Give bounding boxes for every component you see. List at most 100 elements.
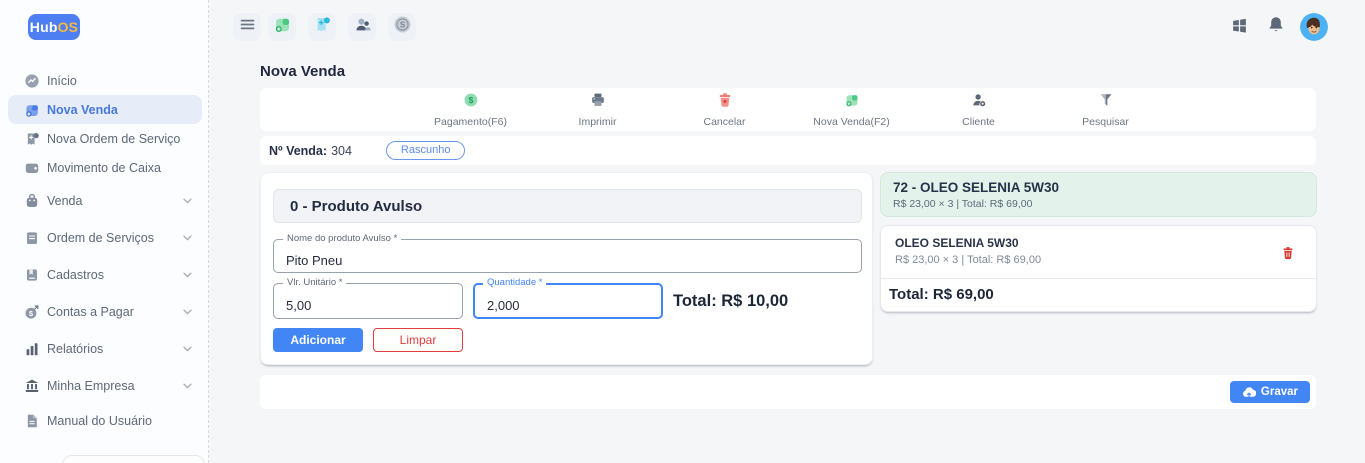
bag-plus-icon	[24, 102, 40, 118]
action-cancelar[interactable]: Cancelar	[661, 92, 788, 128]
cart-items-card: OLEO SELENIA 5W30 R$ 23,00 × 3 | Total: …	[880, 225, 1317, 312]
sidebar-item-label: Contas a Pagar	[47, 304, 134, 319]
apps-icon	[1231, 17, 1248, 39]
save-button[interactable]: Gravar	[1229, 381, 1310, 403]
line-total-text: Total: R$ 10,00	[673, 291, 789, 310]
sidebar-item-label: Ordem de Serviços	[47, 230, 154, 245]
sidebar-item-label: Nova Ordem de Serviço	[47, 131, 181, 146]
delete-item-button[interactable]	[1280, 245, 1296, 261]
sidebar-item-cadastros[interactable]: Cadastros	[8, 256, 202, 293]
selected-product-card: 72 - OLEO SELENIA 5W30 R$ 23,00 × 3 | To…	[880, 172, 1317, 217]
action-label: Pesquisar	[1082, 115, 1129, 128]
sidebar-item-movimento-de-caixa[interactable]: Movimento de Caixa	[8, 153, 202, 182]
logo-text-hub: Hub	[29, 19, 58, 35]
action-label: Pagamento(F6)	[434, 115, 507, 128]
action-pagamento[interactable]: $ Pagamento(F6)	[407, 92, 534, 128]
svg-text:S: S	[399, 20, 405, 29]
bag-plus-icon	[844, 92, 860, 113]
sidebar-item-label: Movimento de Caixa	[47, 160, 161, 175]
sidebar-item-ordem-de-servicos[interactable]: Ordem de Serviços	[8, 219, 202, 256]
action-label: Nova Venda(F2)	[813, 115, 890, 128]
apps-button[interactable]	[1230, 17, 1248, 39]
sidebar-item-nova-ordem-de-servico[interactable]: Nova Ordem de Serviço	[8, 124, 202, 153]
sidebar-item-inicio[interactable]: Início	[8, 66, 202, 95]
sidebar-item-label: Início	[47, 73, 77, 88]
customers-icon	[353, 15, 372, 39]
sidebar-item-label: Cadastros	[47, 267, 104, 282]
action-label: Cancelar	[703, 115, 746, 128]
printer-icon	[590, 92, 606, 113]
chevron-down-icon	[183, 198, 192, 204]
coin-dollar-icon: $	[24, 304, 40, 320]
product-name-label: Nome do produto Avulso *	[283, 233, 402, 244]
sidebar-bottom-card	[62, 455, 205, 463]
hubos-logo[interactable]: Hub OS	[28, 14, 80, 40]
menu-button[interactable]	[233, 13, 261, 41]
status-badge: Rascunho	[385, 141, 466, 160]
action-nova-venda[interactable]: Nova Venda(F2)	[788, 92, 915, 128]
unit-price-field-wrap: Vlr. Unitário *	[273, 277, 463, 319]
notifications-button[interactable]	[1267, 15, 1285, 40]
footer-bar: Gravar	[260, 375, 1316, 409]
new-service-order-shortcut-button[interactable]	[308, 13, 336, 41]
dollar-coin-icon: $	[463, 92, 479, 113]
action-cliente[interactable]: Cliente	[915, 92, 1042, 128]
chevron-down-icon	[183, 383, 192, 389]
sidebar-item-relatorios[interactable]: Relatórios	[8, 330, 202, 367]
cash-shortcut-button[interactable]: S	[388, 13, 416, 41]
cash-coin-icon: S	[393, 15, 412, 39]
product-name-input[interactable]	[273, 239, 862, 273]
book-icon	[24, 267, 40, 283]
menu-icon	[239, 16, 256, 38]
cart-item-detail: R$ 23,00 × 3 | Total: R$ 69,00	[895, 254, 1042, 266]
unit-price-label: Vlr. Unitário *	[283, 277, 347, 288]
action-toolbar: $ Pagamento(F6) Imprimir Cancelar Nova V…	[260, 88, 1316, 131]
sidebar-item-manual-do-usuario[interactable]: Manual do Usuário	[8, 404, 202, 438]
sidebar-item-label: Minha Empresa	[47, 378, 135, 393]
customers-shortcut-button[interactable]	[348, 13, 376, 41]
sidebar-item-minha-empresa[interactable]: Minha Empresa	[8, 367, 202, 404]
sidebar-item-label: Nova Venda	[47, 102, 118, 117]
svg-text:$: $	[468, 95, 473, 105]
bell-icon	[1267, 15, 1285, 40]
product-name-field-wrap: Nome do produto Avulso *	[273, 233, 862, 273]
bag-icon	[24, 193, 40, 209]
user-avatar[interactable]	[1300, 13, 1328, 41]
new-sale-shortcut-button[interactable]	[268, 13, 296, 41]
clear-button[interactable]: Limpar	[373, 328, 463, 352]
action-label: Cliente	[962, 115, 995, 128]
receipt-icon	[24, 230, 40, 246]
save-button-label: Gravar	[1260, 386, 1298, 398]
loose-product-card: 0 - Produto Avulso Nome do produto Avuls…	[260, 172, 873, 365]
unit-price-input[interactable]	[273, 283, 463, 319]
bag-plus-icon	[273, 15, 292, 39]
cart-total-text: Total: R$ 69,00	[881, 278, 1316, 310]
sidebar-item-label: Relatórios	[47, 341, 104, 356]
add-button[interactable]: Adicionar	[273, 328, 363, 352]
chevron-down-icon	[183, 272, 192, 278]
selected-product-subtitle: R$ 23,00 × 3 | Total: R$ 69,00	[893, 198, 1033, 210]
quantity-input[interactable]	[473, 283, 663, 319]
svg-text:$: $	[29, 308, 34, 317]
bar-chart-icon	[24, 341, 40, 357]
quantity-label: Quantidade *	[483, 277, 547, 288]
chevron-down-icon	[183, 309, 192, 315]
sale-number-strip: Nº Venda: 304 Rascunho	[260, 136, 1316, 165]
chevron-down-icon	[183, 235, 192, 241]
tag-plus-icon	[313, 15, 332, 39]
action-imprimir[interactable]: Imprimir	[534, 92, 661, 128]
cart-item-row: OLEO SELENIA 5W30 R$ 23,00 × 3 | Total: …	[881, 226, 1316, 266]
wallet-icon	[24, 160, 40, 176]
bank-icon	[24, 378, 40, 394]
tag-plus-icon	[24, 131, 40, 147]
sidebar: Hub OS Início Nova Venda Nova Ordem de Se	[0, 0, 209, 463]
quantity-field-wrap: Quantidade *	[473, 277, 663, 319]
loose-product-header: 0 - Produto Avulso	[273, 189, 862, 223]
cloud-upload-icon	[1242, 386, 1256, 398]
sidebar-item-contas-a-pagar[interactable]: $ Contas a Pagar	[8, 293, 202, 330]
sidebar-item-nova-venda[interactable]: Nova Venda	[8, 95, 202, 124]
sidebar-nav: Início Nova Venda Nova Ordem de Serviço …	[0, 66, 209, 438]
sidebar-item-label: Manual do Usuário	[47, 414, 152, 428]
action-pesquisar[interactable]: Pesquisar	[1042, 92, 1169, 128]
sidebar-item-venda[interactable]: Venda	[8, 182, 202, 219]
